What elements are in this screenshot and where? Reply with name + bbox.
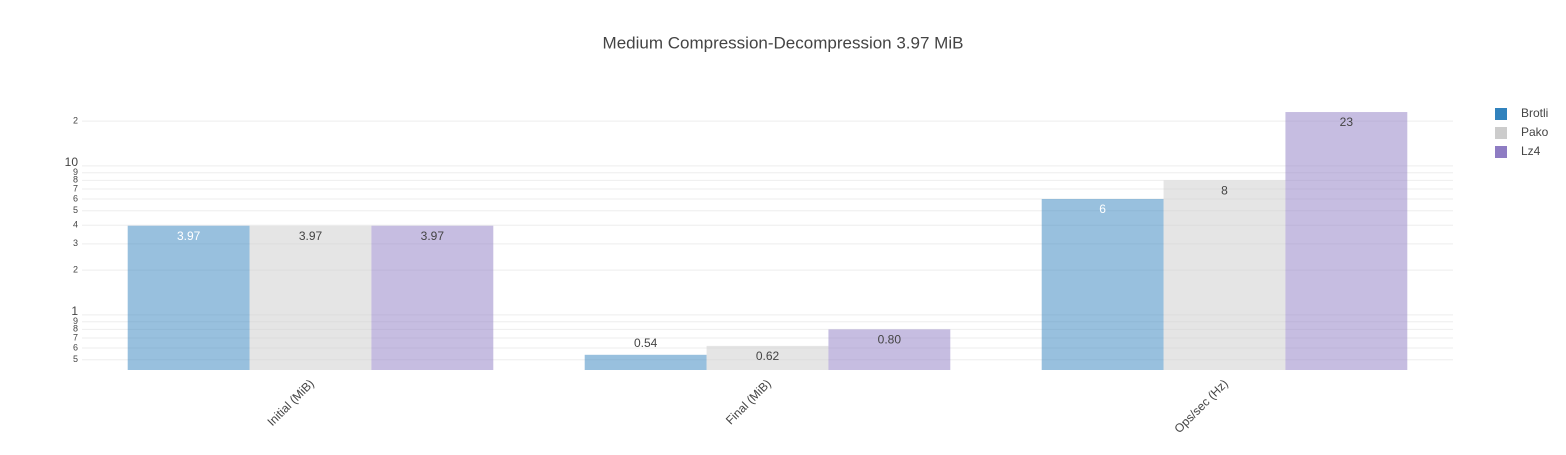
bar (1041, 198, 1164, 370)
legend-swatch (1495, 146, 1507, 158)
legend-swatch (1495, 127, 1507, 139)
legend-label: Lz4 (1521, 144, 1541, 158)
legend-label: Brotli (1521, 106, 1548, 120)
y-tick-label: 10 (65, 155, 79, 169)
y-tick-label: 9 (73, 167, 78, 177)
y-tick-label: 2 (73, 264, 78, 274)
y-tick-label: 9 (73, 316, 78, 326)
y-tick-label: 6 (73, 193, 78, 203)
x-tick-label: Final (MiB) (723, 376, 774, 427)
y-tick-label: 5 (73, 354, 78, 364)
legend-label: Pako (1521, 125, 1549, 139)
bar (706, 345, 829, 370)
x-tick-label: Initial (MiB) (265, 376, 317, 428)
bar (1163, 180, 1286, 370)
bar (371, 225, 494, 370)
y-tick-label: 1 (71, 304, 78, 318)
value-label: 6 (1099, 202, 1106, 216)
value-label: 3.97 (177, 229, 201, 243)
y-tick-label: 4 (73, 220, 78, 230)
bar (127, 225, 250, 370)
bar (584, 354, 707, 370)
y-tick-label: 7 (73, 332, 78, 342)
y-tick-label: 6 (73, 342, 78, 352)
value-label: 3.97 (421, 229, 445, 243)
y-tick-label: 2 (73, 115, 78, 125)
legend-swatch (1495, 108, 1507, 120)
y-tick-label: 5 (73, 205, 78, 215)
value-label: 3.97 (299, 229, 323, 243)
y-tick-label: 8 (73, 324, 78, 334)
y-tick-label: 7 (73, 183, 78, 193)
y-tick-label: 3 (73, 238, 78, 248)
bar (828, 329, 951, 370)
y-tick-label: 8 (73, 175, 78, 185)
value-label: 0.54 (634, 336, 658, 350)
bar (1285, 112, 1408, 370)
value-label: 0.80 (878, 333, 902, 347)
value-label: 8 (1221, 184, 1228, 198)
value-label: 0.62 (756, 349, 780, 363)
chart-title: Medium Compression-Decompression 3.97 Mi… (603, 33, 964, 52)
value-label: 23 (1340, 115, 1354, 129)
x-tick-label: Ops/sec (Hz) (1171, 376, 1230, 435)
bar (249, 225, 372, 370)
